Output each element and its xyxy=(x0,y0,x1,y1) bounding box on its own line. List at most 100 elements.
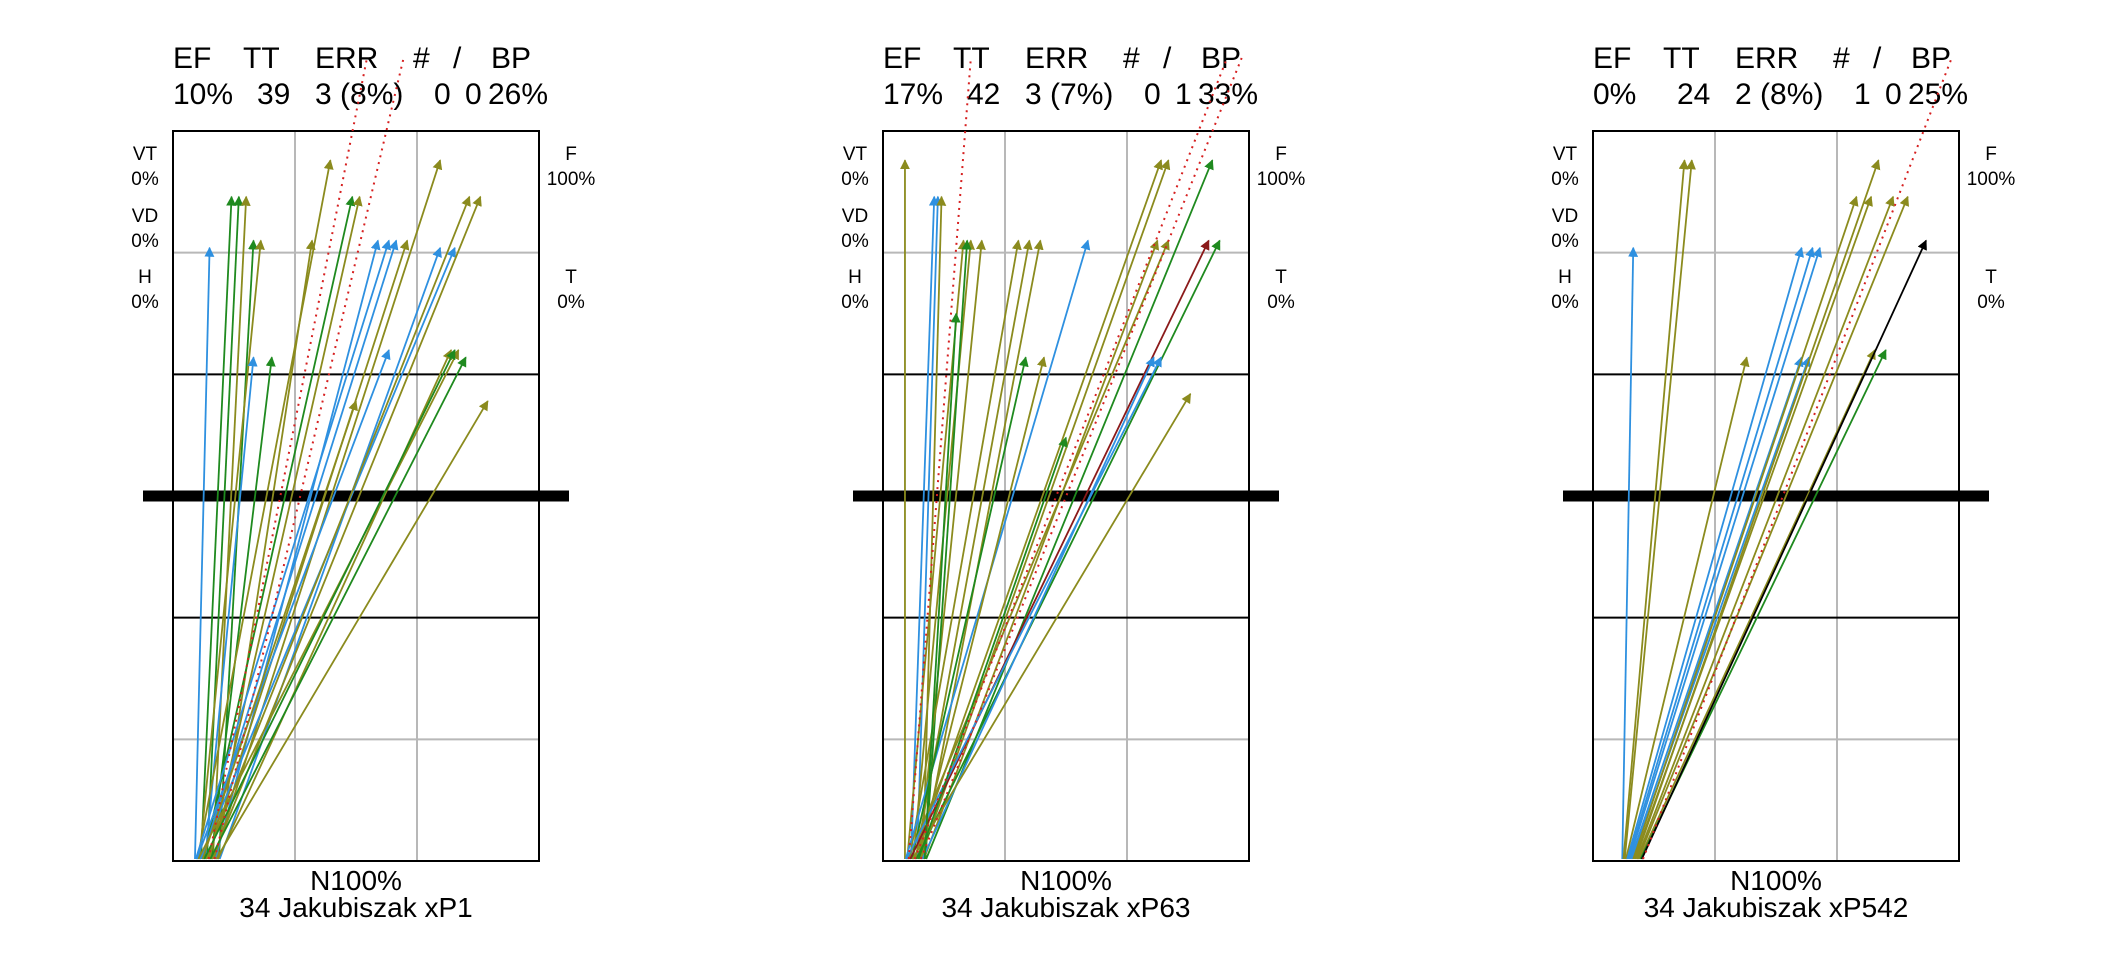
header-label-hash: # xyxy=(1833,42,1850,75)
vector-arrow xyxy=(921,356,1155,860)
header-label-TT: TT xyxy=(953,42,990,75)
vector-arrow xyxy=(200,239,399,860)
side-value-f: 100% xyxy=(547,169,596,190)
footer-player-label: 34 Jakubiszak xP542 xyxy=(1644,892,1909,923)
stat-value-5: 0 xyxy=(1885,78,1902,111)
vector-arrow xyxy=(915,239,1221,860)
side-label-vt: VT xyxy=(133,144,158,165)
vector-arrow xyxy=(905,356,1162,860)
vector-arrow xyxy=(916,356,1047,860)
vector-arrow xyxy=(1634,159,1881,860)
header-label-BP: BP xyxy=(1201,42,1241,75)
vector-arrow xyxy=(923,239,1159,860)
vector-arrow xyxy=(1629,356,1804,860)
vector-arrow xyxy=(920,239,1044,860)
side-value-vd: 0% xyxy=(1551,231,1579,252)
vector-arrow xyxy=(917,436,1068,860)
side-value-h: 0% xyxy=(841,292,869,313)
vector-arrow xyxy=(206,195,244,860)
vector-arrow xyxy=(194,246,215,860)
stat-value-6: 33% xyxy=(1198,78,1258,111)
stat-value-2: 42 xyxy=(967,78,1000,111)
footer-percentage: N100% xyxy=(310,865,402,896)
stat-value-3: 2 (8%) xyxy=(1735,78,1823,111)
side-label-f: F xyxy=(1985,144,1997,165)
header-label-ERR: ERR xyxy=(315,42,378,75)
stat-value-6: 26% xyxy=(488,78,548,111)
vector-arrow xyxy=(910,195,939,860)
header-label-EF: EF xyxy=(173,42,211,75)
stat-value-1: 10% xyxy=(173,78,233,111)
vector-arrow xyxy=(1640,239,1927,860)
vector-arrow xyxy=(1626,246,1804,860)
header-label-TT: TT xyxy=(1663,42,1700,75)
vector-arrow xyxy=(922,195,947,860)
side-value-t: 0% xyxy=(1977,292,2005,313)
vector-arrow xyxy=(202,195,356,860)
stat-value-5: 0 xyxy=(465,78,482,111)
header-label-hash: # xyxy=(413,42,430,75)
stat-value-3: 3 (8%) xyxy=(315,78,403,111)
vector-arrow xyxy=(218,246,442,860)
stat-value-4: 1 xyxy=(1854,78,1871,111)
side-label-t: T xyxy=(1985,267,1997,288)
stat-value-1: 17% xyxy=(883,78,943,111)
vector-arrow xyxy=(908,239,1022,860)
vector-arrow xyxy=(196,159,334,860)
vector-arrow xyxy=(208,195,363,860)
vector-arrow xyxy=(206,239,410,860)
stat-value-1: 0% xyxy=(1593,78,1636,111)
vector-arrow xyxy=(1637,195,1909,860)
stat-value-2: 24 xyxy=(1677,78,1710,111)
header-label-EF: EF xyxy=(883,42,921,75)
side-value-h: 0% xyxy=(131,292,159,313)
vector-arrow xyxy=(924,239,972,860)
header-label-slash: / xyxy=(1163,42,1172,75)
footer-percentage: N100% xyxy=(1020,865,1112,896)
vector-arrow xyxy=(1628,246,1823,860)
vector-arrow xyxy=(203,349,456,860)
side-value-vd: 0% xyxy=(131,231,159,252)
side-value-f: 100% xyxy=(1967,169,2016,190)
vector-arrow xyxy=(919,159,1171,860)
vector-arrow xyxy=(1623,159,1696,860)
header-label-BP: BP xyxy=(1911,42,1951,75)
vector-arrow xyxy=(211,195,482,860)
header-label-ERR: ERR xyxy=(1735,42,1798,75)
vector-arrow xyxy=(205,195,471,860)
vector-arrow xyxy=(195,349,391,860)
vector-arrow xyxy=(916,195,943,860)
vector-arrow xyxy=(200,195,237,860)
side-label-vd: VD xyxy=(1552,206,1578,227)
side-value-vd: 0% xyxy=(841,231,869,252)
header-label-slash: / xyxy=(453,42,462,75)
vector-arrow xyxy=(215,400,489,860)
stat-value-4: 0 xyxy=(1144,78,1161,111)
side-label-h: H xyxy=(138,267,152,288)
side-label-h: H xyxy=(1558,267,1572,288)
side-value-t: 0% xyxy=(1267,292,1295,313)
side-label-vd: VD xyxy=(842,206,868,227)
vector-arrow xyxy=(198,239,265,860)
vector-arrow xyxy=(909,239,1210,860)
vector-arrow xyxy=(1625,356,1750,860)
side-label-vt: VT xyxy=(843,144,868,165)
side-value-h: 0% xyxy=(1551,292,1579,313)
side-label-f: F xyxy=(565,144,577,165)
vector-arrow xyxy=(194,239,392,860)
vector-arrow xyxy=(1642,57,1953,860)
vector-arrow xyxy=(913,159,1163,860)
side-label-t: T xyxy=(1275,267,1287,288)
stat-value-4: 0 xyxy=(434,78,451,111)
vector-arrow xyxy=(1638,349,1876,860)
side-label-t: T xyxy=(565,267,577,288)
vector-arrow xyxy=(910,356,1029,860)
header-label-TT: TT xyxy=(243,42,280,75)
footer-player-label: 34 Jakubiszak xP63 xyxy=(941,892,1190,923)
vector-arrow xyxy=(201,400,358,860)
footer-player-label: 34 Jakubiszak xP1 xyxy=(239,892,472,923)
